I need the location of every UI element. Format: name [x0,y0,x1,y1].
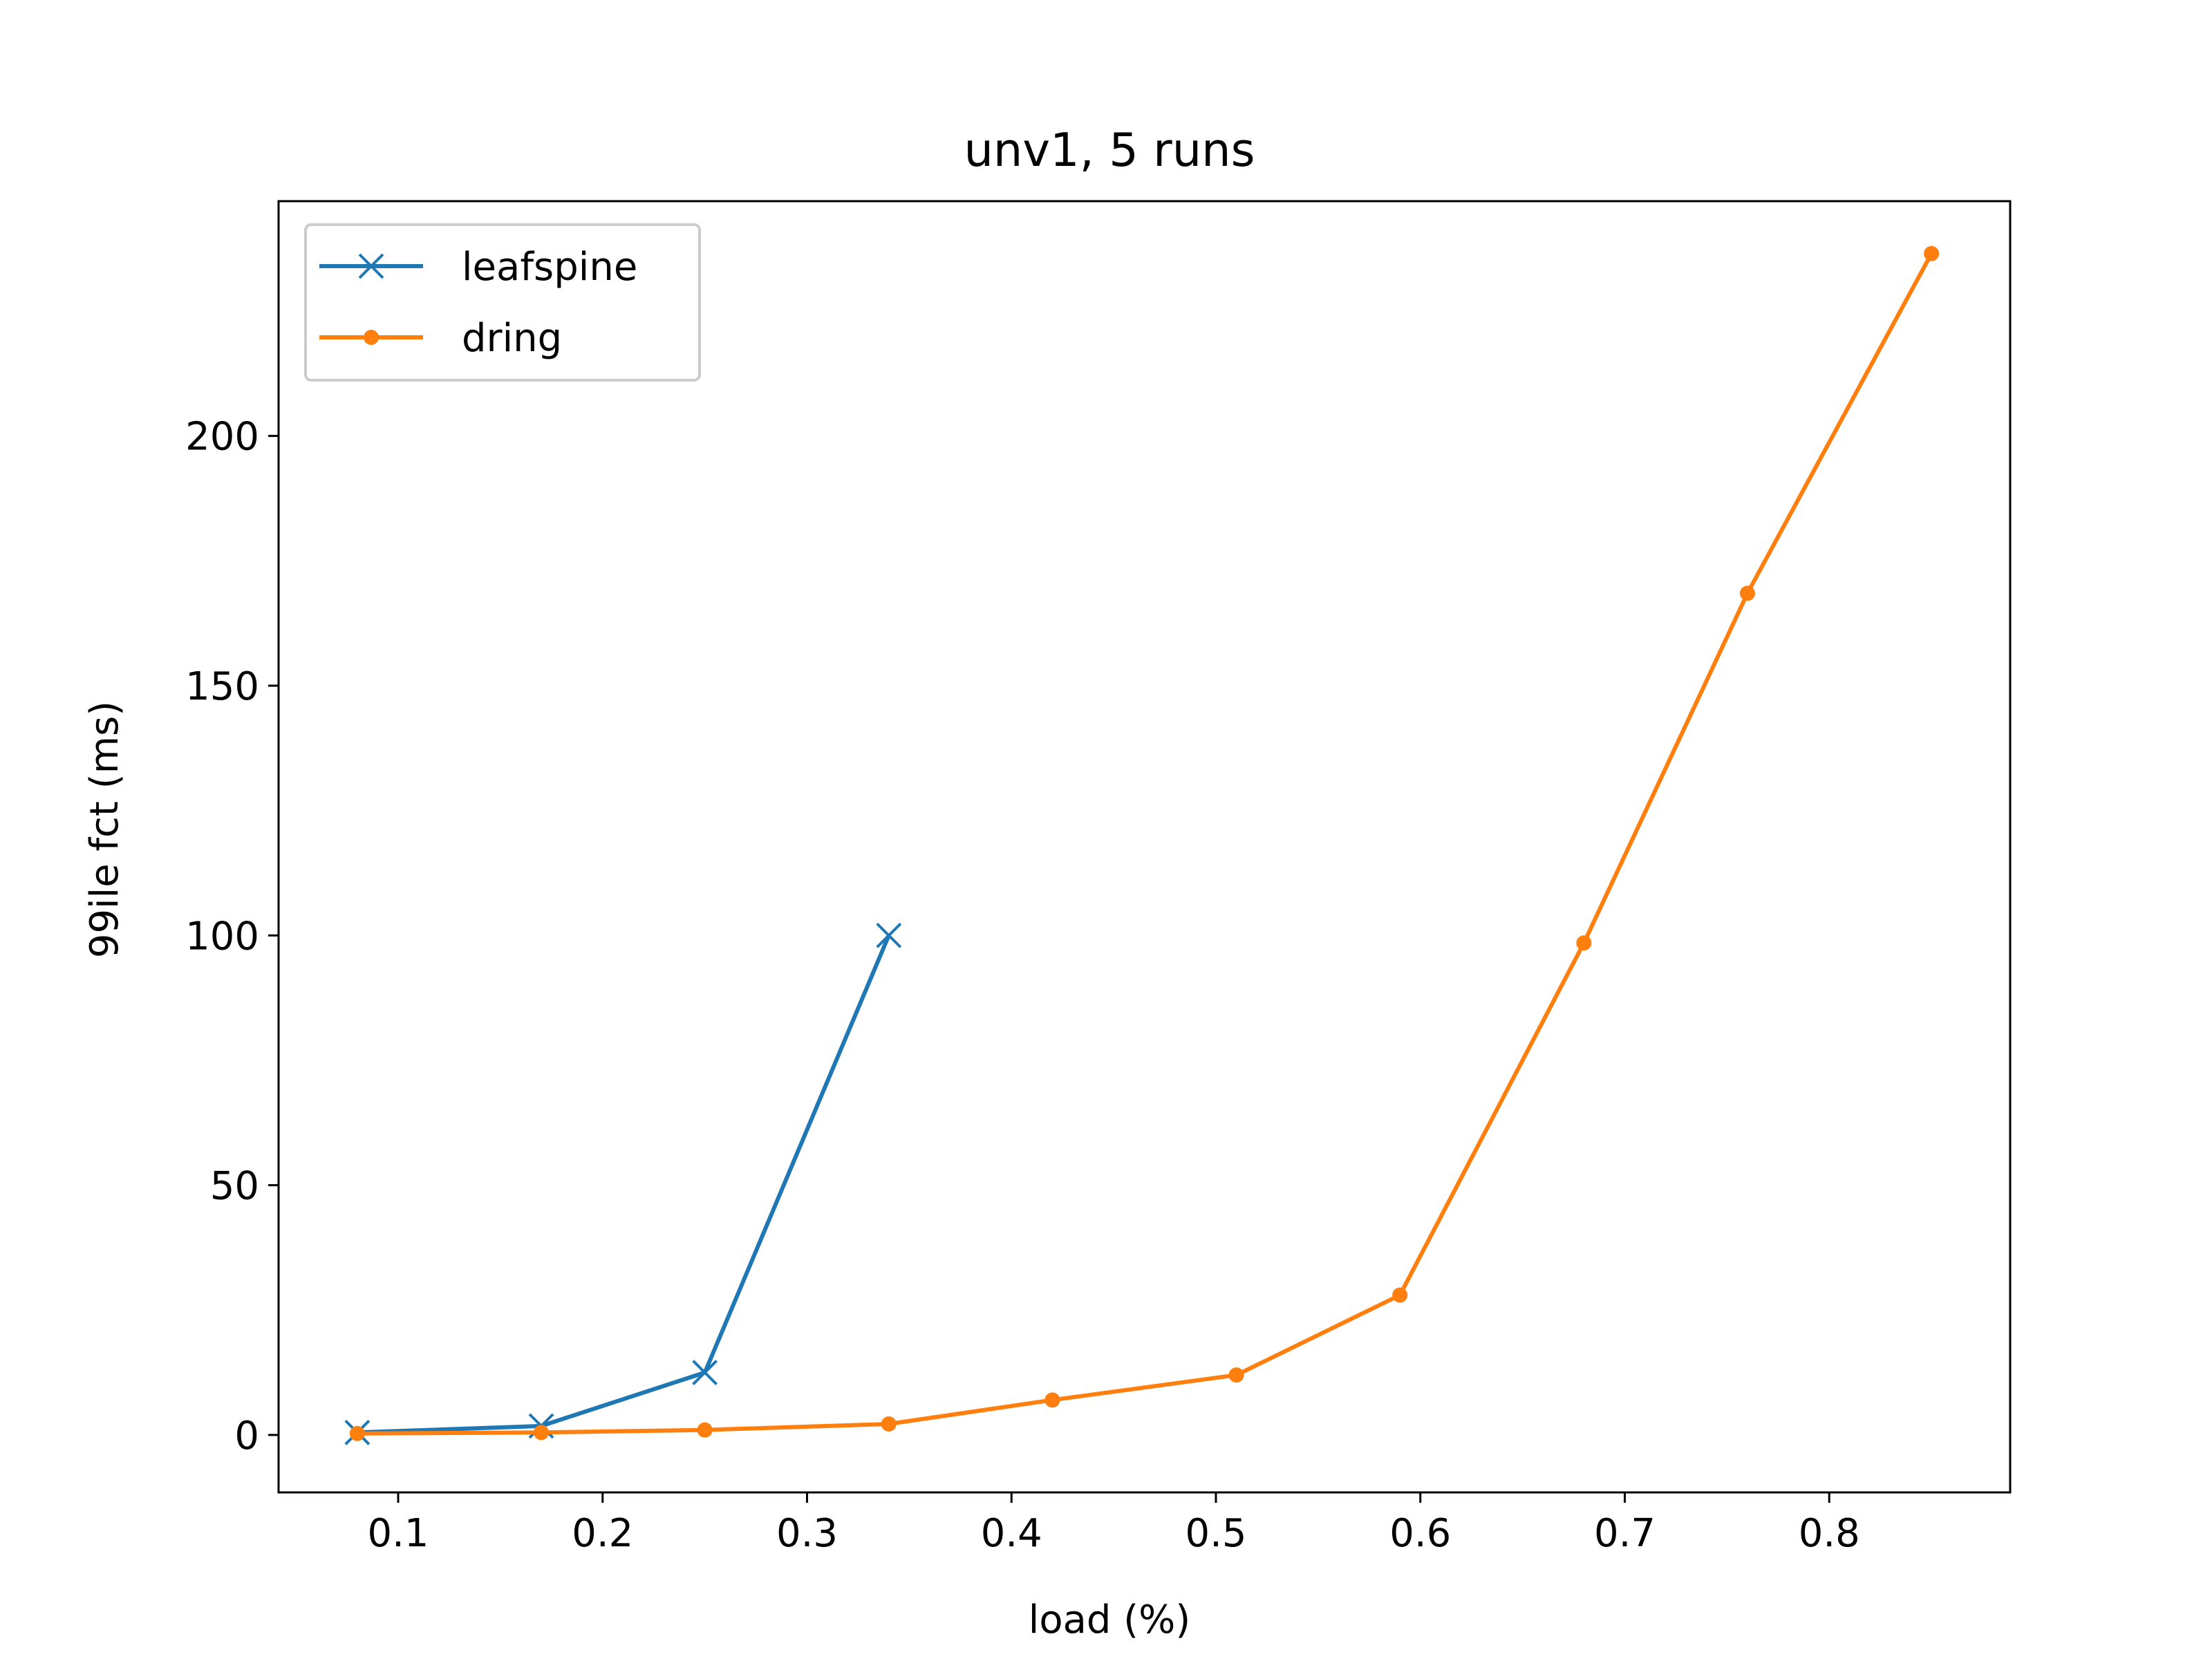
x-tick-label: 0.7 [1594,1511,1656,1556]
legend-item-leafspine: leafspine [319,245,637,290]
legend-box [304,223,701,382]
legend-swatch-marker [364,330,379,345]
y-tick-label: 100 [185,914,259,959]
legend-item-dring: dring [319,316,562,361]
series-layer [344,245,1940,1445]
data-point-dring [534,1425,550,1441]
legend-label: dring [462,316,562,361]
data-point-dring [1228,1367,1244,1383]
data-point-leafspine [876,922,902,948]
legend-swatch-marker [358,253,384,279]
data-point-dring [1044,1392,1060,1408]
plot-area [277,200,2012,1494]
chart-title: unv1, 5 runs [964,123,1255,177]
x-tick-label: 0.2 [572,1511,633,1556]
data-point-dring [349,1425,365,1441]
data-point-dring [1392,1287,1408,1303]
y-tick-label: 200 [185,415,259,460]
x-tick-label: 0.3 [776,1511,838,1556]
series-leafspine [344,922,902,1445]
x-tick-label: 0.5 [1185,1511,1246,1556]
data-point-dring [1739,585,1755,601]
x-tick-label: 0.8 [1799,1511,1860,1556]
y-axis-label: 99ile fct (ms) [82,701,127,958]
data-point-dring [697,1422,713,1438]
legend: leafspine dring [304,223,701,382]
data-point-leafspine [692,1360,718,1385]
plot-frame [277,200,2012,1494]
series-line-dring [357,252,1933,1436]
data-point-dring [881,1416,897,1432]
x-axis-label: load (%) [1029,1597,1190,1642]
x-tick-label: 0.4 [981,1511,1042,1556]
y-tick-label: 50 [210,1164,259,1209]
y-tick-label: 0 [234,1414,259,1459]
data-point-dring [1924,245,1940,261]
tick-layer: 0.1 0.2 0.3 0.4 0.5 0.6 0.7 0.8 0 50 100 150 200 [185,415,1860,1556]
series-dring [349,245,1940,1441]
x-tick-label: 0.1 [367,1511,429,1556]
data-point-dring [1576,935,1592,951]
x-tick-label: 0.6 [1389,1511,1451,1556]
series-line-leafspine [357,935,891,1435]
legend-label: leafspine [462,245,637,290]
y-tick-label: 150 [185,664,259,709]
